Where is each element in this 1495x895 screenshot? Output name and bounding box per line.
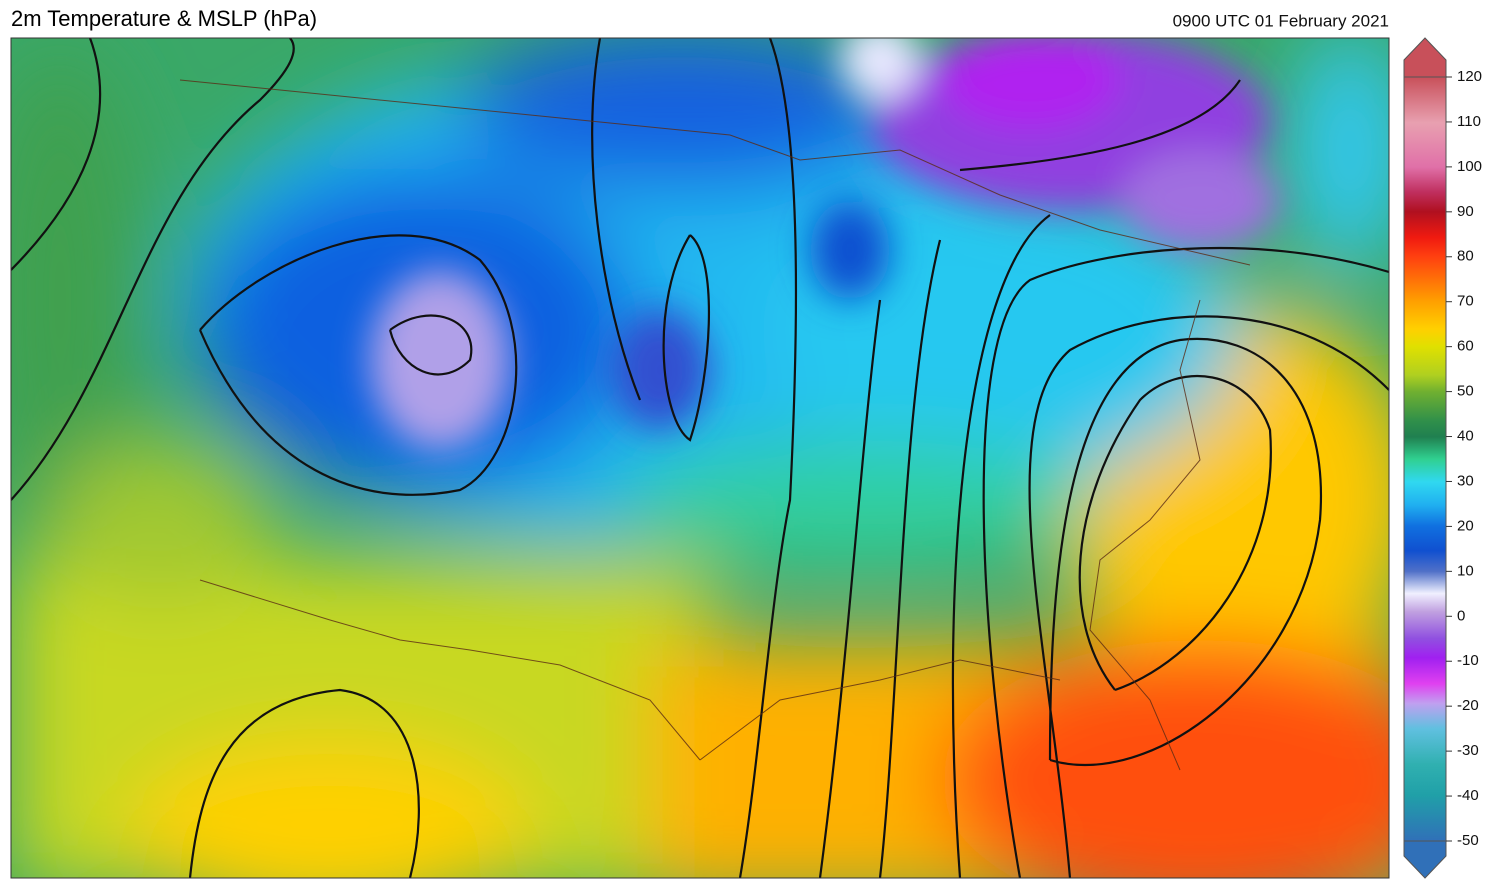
colorbar-tick-label: 20 [1457,517,1474,534]
colorbar-tick-label: -30 [1457,742,1479,759]
map-title: 2m Temperature & MSLP (hPa) [11,6,317,31]
colorbar-tick-label: 70 [1457,293,1474,310]
colorbar-tick-label: 40 [1457,427,1474,444]
colorbar-tick-label: 120 [1457,68,1482,85]
borders [179,79,1251,771]
colorbar: -50 -40 -30 -20 -10 0 10 20 30 40 50 60 70 80 90 100 110… [1403,37,1482,879]
colorbar-tick-label: 90 [1457,203,1474,220]
colorbar-tick-label: -20 [1457,697,1479,714]
timestamp: 0900 UTC 01 February 2021 [1173,11,1389,30]
colorbar-tick-label: 0 [1457,607,1465,624]
colorbar-tick-label: 80 [1457,248,1474,265]
colorbar-tick-label: 100 [1457,158,1482,175]
colorbar-tick-label: 30 [1457,472,1474,489]
colorbar-tick-label: 50 [1457,383,1474,400]
colorbar-tick-label: 60 [1457,338,1474,355]
colorbar-bar [1403,76,1447,842]
map-frame [10,37,1390,879]
colorbar-tick-label: -10 [1457,652,1479,669]
colorbar-top-arrow [1403,37,1447,78]
colorbar-tick-label: 10 [1457,562,1474,579]
colorbar-tick-label: -50 [1457,832,1479,849]
colorbar-tick-label: 110 [1457,113,1481,130]
colorbar-bottom-arrow [1403,840,1447,879]
temperature-field [11,38,1389,878]
isobars [11,38,1389,878]
colorbar-tick-label: -40 [1457,787,1479,804]
